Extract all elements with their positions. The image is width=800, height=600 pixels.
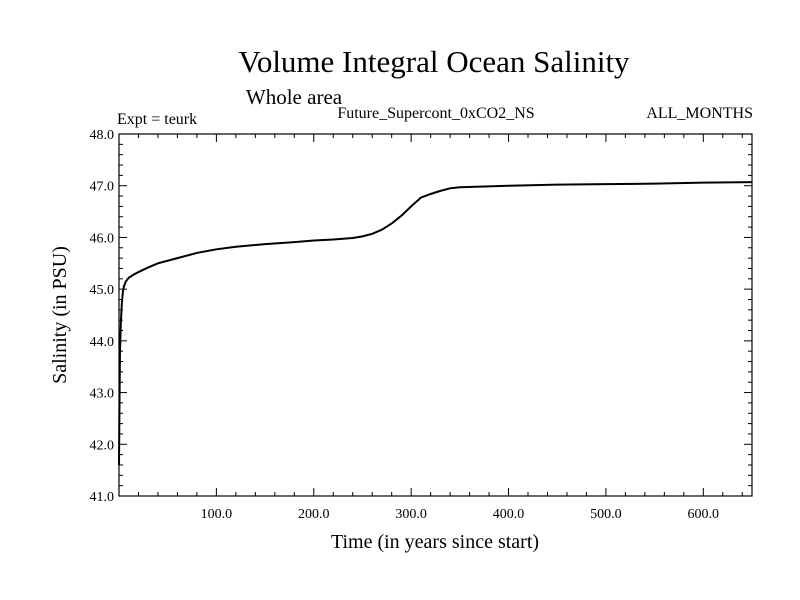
y-tick-label: 44.0 <box>90 335 115 350</box>
x-tick-label: 300.0 <box>395 507 427 522</box>
y-tick-label: 47.0 <box>90 180 115 195</box>
x-tick-label: 600.0 <box>688 507 720 522</box>
x-tick-label: 500.0 <box>590 507 622 522</box>
salinity-series-line <box>118 181 753 465</box>
run-name-label: Future_Supercont_0xCO2_NS <box>337 105 534 122</box>
chart-subtitle: Whole area <box>246 85 343 109</box>
y-tick-label: 43.0 <box>90 387 115 402</box>
y-tick-label: 48.0 <box>90 128 115 143</box>
x-tick-label: 400.0 <box>493 507 525 522</box>
y-tick-label: 46.0 <box>90 231 115 246</box>
plot-frame <box>118 133 753 497</box>
x-axis-label: Time (in years since start) <box>331 531 539 553</box>
x-tick-label: 200.0 <box>298 507 330 522</box>
months-label: ALL_MONTHS <box>646 105 753 122</box>
y-axis-label: Salinity (in PSU) <box>49 246 71 384</box>
axis-ticks <box>119 134 752 496</box>
y-tick-label: 42.0 <box>90 438 115 453</box>
x-tick-label: 100.0 <box>201 507 233 522</box>
y-tick-label: 45.0 <box>90 283 115 298</box>
axis-tick-labels: 100.0 200.0 300.0 400.0 500.0 600.0 41.0 42.0 43… <box>90 128 720 522</box>
chart-title: Volume Integral Ocean Salinity <box>238 44 630 79</box>
y-tick-label: 41.0 <box>90 490 115 505</box>
expt-label: Expt = teurk <box>117 111 197 128</box>
